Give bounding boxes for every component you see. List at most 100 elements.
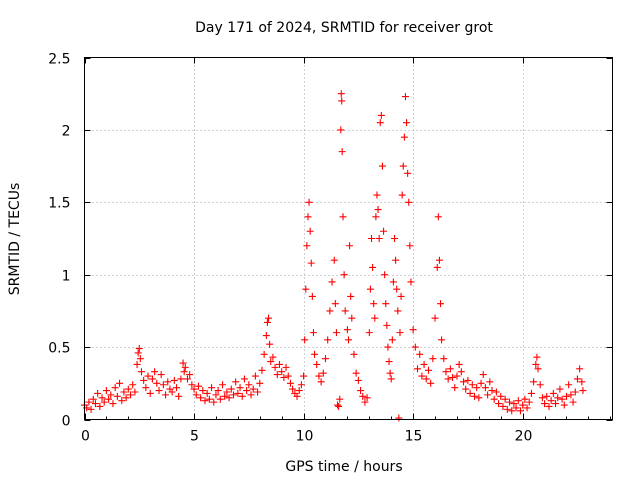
data-point <box>536 381 544 389</box>
data-point <box>317 378 325 386</box>
data-point <box>201 397 209 405</box>
data-point <box>446 365 454 373</box>
data-point <box>192 391 200 399</box>
data-point <box>216 395 224 403</box>
data-point <box>578 378 586 386</box>
data-point <box>405 198 413 206</box>
data-point <box>337 126 345 134</box>
data-point <box>273 371 281 379</box>
data-point <box>157 371 165 379</box>
data-point <box>501 395 509 403</box>
data-point <box>375 235 383 242</box>
data-point <box>388 336 396 344</box>
data-point <box>366 285 374 293</box>
y-tick-label: 1 <box>62 269 71 285</box>
data-point <box>373 191 381 199</box>
data-point <box>444 375 452 383</box>
data-point <box>254 388 262 396</box>
data-point <box>406 242 414 250</box>
data-point <box>245 381 253 389</box>
data-point <box>508 407 516 415</box>
data-point <box>278 368 286 376</box>
data-point <box>87 405 95 413</box>
data-point <box>457 368 465 376</box>
data-point <box>135 345 143 353</box>
data-point <box>89 395 97 403</box>
data-point <box>370 300 378 308</box>
data-point <box>486 378 494 386</box>
data-point <box>361 398 369 406</box>
data-point <box>433 263 441 271</box>
data-point <box>560 401 568 409</box>
data-point <box>394 307 402 315</box>
data-point <box>384 343 392 351</box>
data-point <box>303 242 311 250</box>
data-point <box>354 376 362 384</box>
data-point <box>326 307 334 315</box>
data-point <box>395 414 403 422</box>
data-point <box>541 400 549 408</box>
data-point <box>330 256 338 264</box>
data-point <box>466 389 474 397</box>
data-point <box>238 392 246 400</box>
data-point <box>221 392 229 400</box>
data-point <box>144 372 152 380</box>
data-point <box>573 375 581 383</box>
data-point <box>341 307 349 315</box>
data-point <box>267 358 275 366</box>
data-point <box>468 381 476 389</box>
data-point <box>321 355 329 363</box>
data-point <box>306 227 314 235</box>
data-point <box>431 314 439 322</box>
data-point <box>527 389 535 397</box>
data-point <box>391 235 399 242</box>
data-point <box>521 395 529 403</box>
data-point <box>297 381 305 389</box>
data-point <box>301 336 309 344</box>
data-point <box>300 372 308 380</box>
data-point <box>151 368 159 376</box>
data-point <box>543 392 551 400</box>
data-point <box>372 213 380 221</box>
data-point <box>240 375 248 383</box>
data-point <box>162 391 170 399</box>
data-point <box>407 278 415 286</box>
data-point <box>120 388 128 396</box>
data-point <box>490 395 498 403</box>
data-point <box>506 398 514 406</box>
data-point <box>142 384 150 392</box>
y-axis-label: SRMTID / TECUs <box>7 183 23 296</box>
x-tick-label: 15 <box>405 429 423 445</box>
data-point <box>473 384 481 392</box>
x-tick-label: 20 <box>515 429 533 445</box>
data-point <box>91 400 99 408</box>
data-point <box>376 119 384 127</box>
data-point <box>368 235 376 242</box>
data-point <box>129 381 137 389</box>
data-points <box>81 90 587 422</box>
data-point <box>374 206 382 214</box>
x-tick-label: 10 <box>296 429 314 445</box>
data-point <box>422 375 430 383</box>
data-point <box>313 360 321 368</box>
data-point <box>148 375 156 383</box>
data-point <box>397 292 405 300</box>
data-point <box>105 395 113 403</box>
data-point <box>334 401 342 409</box>
data-point <box>462 385 470 393</box>
data-point <box>554 394 562 402</box>
data-point <box>453 372 461 380</box>
data-point <box>194 382 202 390</box>
data-point <box>484 391 492 399</box>
data-point <box>562 392 570 400</box>
data-point <box>534 365 542 373</box>
data-point <box>510 400 518 408</box>
data-point <box>532 360 540 368</box>
data-point <box>308 292 316 300</box>
data-point <box>414 365 422 373</box>
data-point <box>258 366 266 374</box>
data-point <box>118 397 126 405</box>
data-point <box>275 360 283 368</box>
data-point <box>146 389 154 397</box>
data-point <box>418 372 426 380</box>
